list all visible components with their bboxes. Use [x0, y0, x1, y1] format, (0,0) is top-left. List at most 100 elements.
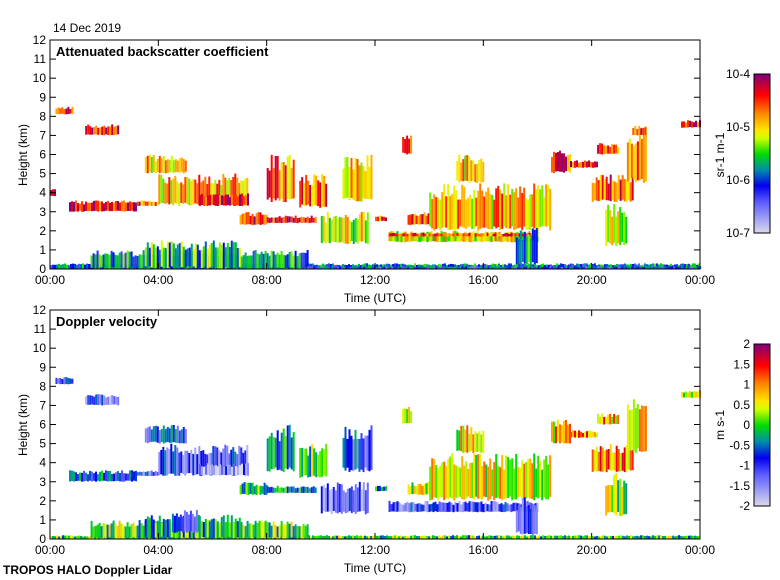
heatmap-cell	[563, 153, 565, 173]
colorbar-cell	[754, 159, 770, 160]
heatmap-cell	[164, 247, 167, 268]
heatmap-cell	[152, 426, 155, 442]
colorbar-cell	[754, 107, 770, 108]
doppler-panel: Doppler velocity Time (UTC) Height (km) …	[16, 303, 771, 575]
heatmap-cell	[385, 266, 388, 269]
colorbar-cell	[754, 169, 770, 170]
heatmap-cell	[402, 504, 405, 512]
colorbar-cell	[754, 403, 770, 404]
heatmap	[50, 106, 702, 269]
heatmap-cell	[584, 263, 586, 269]
heatmap-cell	[342, 490, 345, 512]
heatmap-cell	[599, 174, 602, 201]
heatmap-cell	[148, 154, 151, 173]
heatmap-cell	[448, 535, 450, 539]
heatmap-cell	[219, 195, 221, 205]
heatmap-cell	[222, 515, 225, 539]
heatmap-cell	[412, 502, 415, 513]
heatmap-cell	[525, 237, 528, 265]
heatmap-cell	[411, 266, 414, 269]
heatmap-cell	[152, 201, 155, 206]
heatmap-cell	[138, 520, 141, 539]
colorbar-cell	[754, 162, 770, 163]
heatmap-cell	[609, 413, 612, 425]
heatmap-cell	[178, 452, 181, 476]
heatmap-cell	[477, 190, 480, 231]
heatmap-cell	[493, 199, 496, 227]
heatmap-cell	[158, 515, 161, 537]
heatmap-cell	[638, 409, 641, 452]
colorbar-cell	[754, 375, 770, 376]
heatmap-cell	[454, 502, 457, 512]
colorbar-cell	[754, 77, 770, 78]
heatmap-cell	[284, 215, 287, 223]
heatmap-cell	[491, 194, 494, 230]
colorbar-cell	[754, 378, 770, 379]
heatmap-cell	[609, 210, 612, 244]
colorbar-cell	[754, 221, 770, 222]
colorbar-cell	[754, 356, 770, 357]
heatmap-cell	[274, 254, 277, 269]
heatmap-cell	[364, 535, 366, 539]
heatmap-cell	[658, 535, 660, 539]
colorbar-cell	[754, 421, 770, 422]
heatmap-cell	[63, 377, 66, 385]
heatmap-cell	[607, 266, 610, 269]
heatmap-cell	[326, 264, 328, 269]
heatmap-cell	[368, 264, 370, 269]
colorbar-cell	[754, 376, 770, 377]
heatmap-cell	[605, 266, 608, 269]
heatmap-cell	[406, 536, 408, 539]
colorbar-cell	[754, 420, 770, 421]
heatmap-cell	[562, 536, 564, 539]
heatmap-cell	[172, 451, 175, 474]
heatmap-cell	[615, 472, 618, 516]
heatmap-cell	[109, 396, 112, 406]
heatmap-cell	[335, 266, 338, 269]
heatmap-cell	[324, 487, 327, 512]
heatmap-cell	[390, 504, 393, 512]
colorbar-cell	[754, 361, 770, 362]
heatmap-cell	[354, 484, 357, 514]
heatmap-cell	[311, 184, 314, 207]
heatmap-cell	[199, 195, 201, 206]
heatmap-cell	[263, 214, 266, 225]
heatmap-cell	[326, 211, 329, 243]
heatmap-cell	[242, 255, 245, 269]
heatmap-cell	[229, 197, 231, 206]
heatmap-cell	[223, 195, 225, 206]
x-tick-label: 00:00	[685, 273, 715, 287]
heatmap-cell	[356, 159, 359, 202]
heatmap-cell	[276, 485, 279, 493]
heatmap-cell	[280, 521, 283, 538]
colorbar-cell	[754, 379, 770, 380]
heatmap-cell	[323, 176, 326, 207]
heatmap-cell	[654, 535, 656, 539]
heatmap-cell	[305, 174, 308, 206]
colorbar-cell	[754, 181, 770, 182]
heatmap-cell	[519, 186, 522, 228]
heatmap-cell	[402, 137, 405, 153]
colorbar-cell	[754, 422, 770, 423]
heatmap-cell	[673, 266, 676, 269]
heatmap-cell	[482, 234, 485, 242]
heatmap-cell	[443, 266, 446, 269]
heatmap-cell	[368, 429, 371, 472]
y-tick-label: 9	[39, 360, 46, 374]
heatmap-cell	[102, 523, 105, 538]
heatmap-cell	[523, 497, 526, 534]
heatmap-cell	[308, 218, 311, 224]
colorbar-cell	[754, 488, 770, 489]
heatmap-cell	[524, 263, 526, 269]
colorbar-cell	[754, 142, 770, 143]
heatmap-cell	[270, 432, 273, 470]
heatmap-cell	[436, 232, 439, 237]
colorbar-cell	[754, 424, 770, 425]
colorbar-cell	[754, 404, 770, 405]
heatmap-cell	[456, 232, 459, 237]
colorbar-cell	[754, 504, 770, 505]
heatmap-cell	[636, 264, 638, 269]
heatmap-cell	[408, 233, 411, 237]
colorbar-cell	[754, 200, 770, 201]
colorbar-cell	[754, 214, 770, 215]
